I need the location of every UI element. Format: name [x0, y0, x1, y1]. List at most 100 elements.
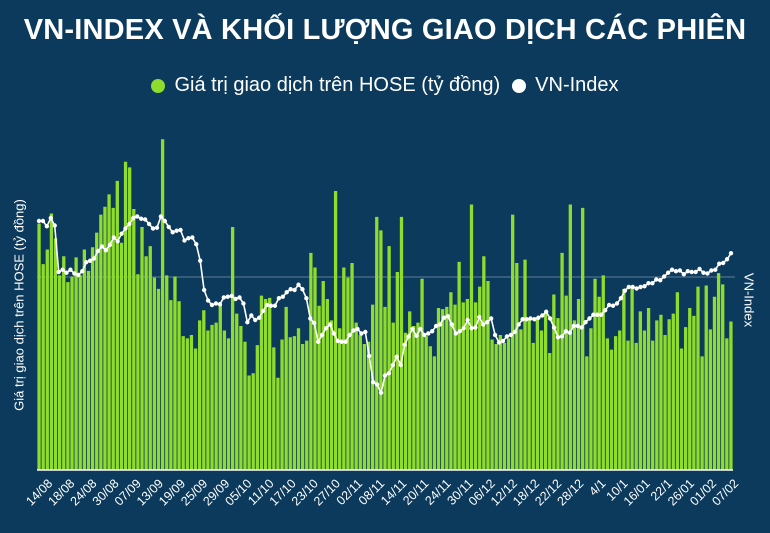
- vn-index-point: [437, 322, 443, 327]
- bar: [193, 348, 198, 470]
- bar: [309, 252, 313, 470]
- bar: [37, 223, 41, 470]
- vn-index-point: [728, 251, 734, 256]
- bar: [663, 335, 667, 470]
- vn-index-point: [83, 260, 89, 265]
- vn-index-point: [225, 294, 230, 299]
- bar: [115, 180, 119, 470]
- vn-index-point: [229, 293, 234, 299]
- vn-index-point: [115, 239, 120, 244]
- vn-index-point: [669, 267, 675, 272]
- bar: [239, 326, 243, 470]
- vn-index-point: [579, 325, 584, 330]
- bar: [387, 246, 391, 470]
- vn-index-point: [528, 316, 533, 321]
- vn-index-point: [602, 308, 608, 313]
- bar: [605, 338, 610, 470]
- bar: [218, 303, 222, 470]
- bar: [82, 249, 87, 470]
- vn-index-point: [595, 312, 600, 317]
- bar: [725, 338, 729, 470]
- bar: [659, 314, 663, 470]
- vn-index-point: [217, 302, 223, 307]
- bar: [342, 267, 346, 470]
- vn-index-point: [705, 271, 710, 276]
- vn-index-point: [131, 215, 136, 221]
- vn-index-point: [205, 298, 211, 303]
- bar: [300, 344, 305, 470]
- bar: [519, 329, 523, 470]
- vn-index-point: [371, 380, 376, 385]
- bar: [675, 292, 680, 470]
- vn-index-point: [296, 282, 301, 287]
- vn-index-point: [622, 288, 628, 293]
- bar: [350, 263, 354, 470]
- bar: [609, 349, 614, 470]
- bar: [276, 377, 280, 470]
- bar: [243, 341, 247, 470]
- vn-index-point: [308, 316, 313, 321]
- vn-index-point: [162, 218, 168, 224]
- vn-index-point: [583, 320, 588, 325]
- vn-index-point: [335, 338, 341, 344]
- bar: [95, 232, 99, 470]
- vn-index-point: [540, 313, 545, 318]
- chart-title: VN-INDEX VÀ KHỐI LƯỢNG GIAO DỊCH CÁC PHI…: [23, 14, 747, 46]
- vn-index-point: [44, 224, 50, 229]
- bar: [708, 329, 712, 470]
- bar: [366, 341, 371, 470]
- legend-item-line: VN-Index: [512, 74, 619, 97]
- vn-index-point: [119, 231, 124, 236]
- bar: [461, 302, 465, 470]
- vn-index-point: [284, 290, 289, 295]
- bar: [498, 335, 502, 470]
- vn-index-point: [461, 326, 466, 331]
- vn-index-point: [213, 301, 219, 306]
- vn-index-point: [178, 227, 183, 233]
- x-tick-label: 07/02: [709, 476, 741, 508]
- vn-index-point: [422, 332, 427, 338]
- bar: [177, 301, 181, 470]
- bar: [222, 330, 227, 470]
- bar: [634, 342, 638, 470]
- bar: [527, 319, 531, 470]
- vn-index-point: [642, 284, 647, 289]
- bar: [395, 272, 400, 470]
- bar: [321, 281, 325, 470]
- vn-index-point: [80, 269, 85, 274]
- bar: [103, 206, 107, 470]
- vn-index-point: [634, 286, 639, 291]
- bar: [626, 340, 630, 470]
- legend-bar-swatch: [151, 78, 166, 93]
- vn-index-point: [237, 295, 242, 300]
- vn-index-point: [268, 303, 274, 308]
- bar: [449, 292, 453, 470]
- bar: [235, 313, 239, 470]
- vn-index-point: [123, 226, 128, 231]
- vn-index-point: [355, 326, 360, 332]
- bar: [601, 275, 605, 470]
- bar: [403, 332, 408, 470]
- vn-index-point: [563, 329, 569, 334]
- vn-index-point: [56, 269, 61, 275]
- bar: [572, 320, 577, 470]
- legend-line-label: VN-Index: [535, 74, 619, 96]
- vn-index-point: [272, 303, 278, 308]
- bar: [144, 256, 148, 470]
- vn-index-point: [445, 314, 451, 319]
- bar: [597, 296, 601, 470]
- bar: [646, 308, 651, 470]
- bar: [329, 320, 334, 470]
- vn-index-point: [245, 320, 250, 325]
- bar: [247, 375, 251, 470]
- vn-index-point: [182, 238, 187, 243]
- vn-index-point: [614, 301, 620, 306]
- bar: [655, 320, 659, 470]
- vn-index-point: [555, 335, 561, 340]
- vn-index-point: [453, 331, 458, 336]
- bar: [593, 278, 597, 470]
- vn-index-point: [481, 322, 486, 327]
- bar: [148, 246, 152, 470]
- vn-index-point: [72, 271, 77, 276]
